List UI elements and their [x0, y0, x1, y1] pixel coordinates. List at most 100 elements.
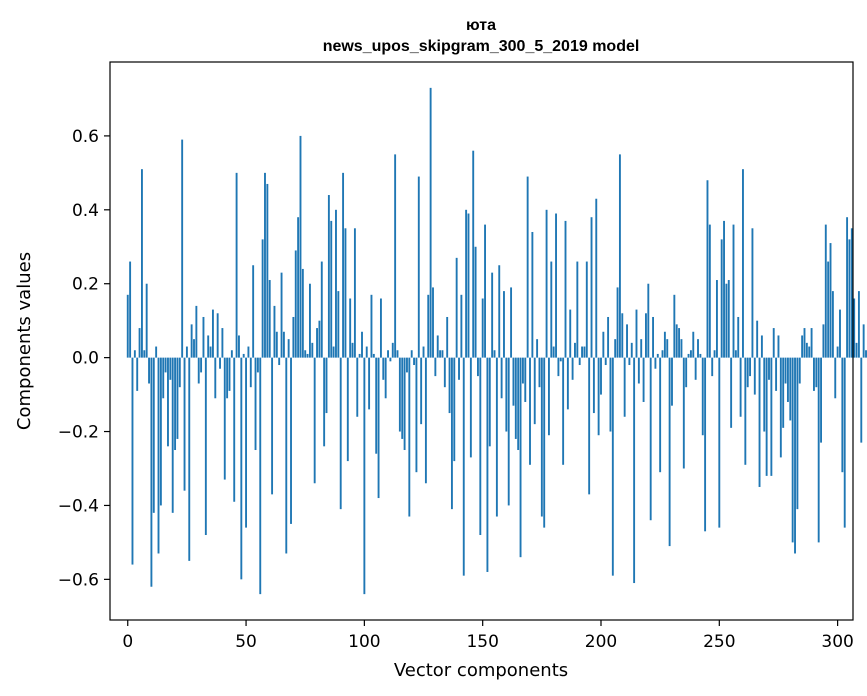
- bar: [682, 357, 685, 469]
- bar: [337, 291, 340, 358]
- bar: [699, 353, 702, 358]
- bar: [640, 339, 643, 358]
- bar: [424, 357, 427, 484]
- bar: [519, 357, 522, 558]
- bar: [756, 320, 759, 358]
- bar: [301, 268, 304, 358]
- bar: [540, 357, 543, 517]
- bar: [176, 357, 179, 439]
- bar: [372, 353, 375, 358]
- bar: [841, 357, 844, 473]
- bar: [820, 357, 822, 443]
- y-tick-label: −0.4: [58, 496, 99, 516]
- y-axis-label: Components values: [14, 252, 35, 430]
- bar: [342, 172, 345, 358]
- bar: [133, 350, 136, 358]
- bar: [273, 305, 276, 358]
- bar: [654, 357, 657, 369]
- bar: [642, 357, 645, 402]
- bar: [801, 335, 804, 358]
- bar: [330, 220, 333, 358]
- bar: [692, 331, 695, 358]
- bar: [742, 169, 744, 358]
- bar: [808, 346, 811, 358]
- bar: [545, 209, 548, 358]
- bar: [259, 357, 262, 595]
- bar: [550, 261, 553, 358]
- bar: [129, 261, 132, 358]
- bar: [836, 346, 839, 358]
- x-tick-label: 300: [821, 632, 853, 652]
- bar: [562, 357, 565, 465]
- bar: [645, 313, 647, 358]
- bar: [384, 357, 387, 399]
- bar: [621, 313, 624, 358]
- bar: [649, 357, 652, 521]
- bar: [512, 357, 515, 406]
- y-tick-label: 0.6: [72, 127, 99, 147]
- bar: [725, 283, 728, 358]
- bar: [365, 346, 368, 358]
- bar: [344, 228, 347, 358]
- bar: [557, 357, 560, 377]
- bar: [427, 294, 430, 358]
- bar: [280, 272, 283, 358]
- bar: [131, 357, 134, 565]
- bar: [150, 357, 153, 587]
- bar: [422, 346, 425, 358]
- bar: [484, 224, 486, 358]
- bar: [219, 357, 221, 369]
- bar: [410, 350, 413, 358]
- bar: [782, 357, 785, 428]
- bar: [282, 331, 285, 358]
- x-tick-label: 250: [703, 632, 735, 652]
- bar: [361, 331, 363, 358]
- bar: [737, 316, 740, 358]
- bar: [590, 217, 593, 358]
- bar: [448, 357, 451, 414]
- bar: [190, 324, 193, 358]
- bar: [214, 357, 217, 399]
- bar: [521, 357, 524, 384]
- bar: [536, 339, 539, 358]
- bar: [481, 298, 484, 358]
- bar: [465, 209, 468, 358]
- bar: [609, 357, 612, 432]
- bar: [488, 357, 491, 447]
- bar: [727, 280, 730, 358]
- bar: [834, 357, 837, 399]
- bar: [616, 287, 619, 358]
- bar: [245, 357, 247, 528]
- bar: [652, 316, 654, 358]
- bar: [860, 357, 863, 443]
- bar: [675, 324, 678, 358]
- bar: [432, 287, 434, 358]
- bar: [398, 357, 401, 432]
- bar: [839, 309, 841, 358]
- bar: [831, 291, 834, 358]
- bar: [162, 357, 165, 399]
- bar: [685, 357, 688, 388]
- y-tick-label: −0.6: [58, 570, 99, 590]
- bar: [635, 309, 638, 358]
- bar: [396, 350, 399, 358]
- bar: [394, 154, 397, 358]
- bar: [614, 339, 617, 358]
- bar: [749, 357, 752, 377]
- chart-subtitle: news_upos_skipgram_300_5_2019 model: [323, 38, 640, 55]
- bar: [143, 350, 146, 358]
- bar: [829, 243, 832, 358]
- bar: [252, 265, 255, 358]
- bar: [247, 346, 250, 358]
- bar: [264, 172, 266, 358]
- bar: [592, 357, 595, 414]
- bar: [630, 342, 633, 358]
- bar: [701, 357, 704, 436]
- bar: [316, 328, 318, 358]
- bar: [152, 357, 155, 513]
- bar: [346, 357, 349, 462]
- bar: [207, 335, 210, 358]
- bar: [238, 335, 240, 358]
- bar: [240, 357, 243, 580]
- bar: [339, 357, 342, 510]
